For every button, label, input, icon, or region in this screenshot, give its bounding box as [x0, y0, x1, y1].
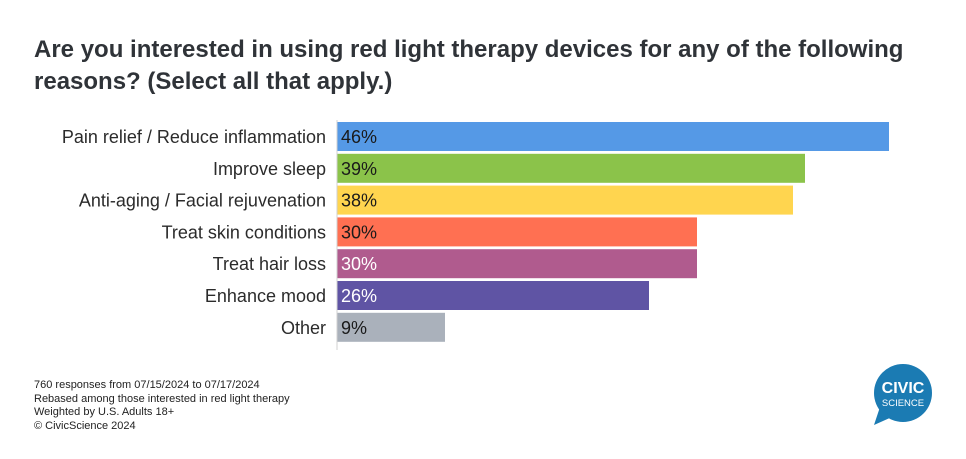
- value-label-2: 38%: [341, 191, 377, 211]
- category-label-6: Other: [281, 318, 326, 338]
- bar-4: [337, 249, 697, 279]
- bar-3: [337, 217, 697, 247]
- value-label-6: 9%: [341, 318, 367, 338]
- footer-line-weighted: Weighted by U.S. Adults 18+: [34, 406, 175, 418]
- footer-line-rebased: Rebased among those interested in red li…: [34, 392, 290, 405]
- category-label-2: Anti-aging / Facial rejuvenation: [79, 191, 326, 211]
- civicscience-logo: CIVIC SCIENCE: [874, 364, 932, 425]
- category-label-4: Treat hair loss: [213, 254, 326, 274]
- value-label-3: 30%: [341, 222, 377, 242]
- chart-title: Are you interested in using red light th…: [34, 36, 904, 95]
- footer-notes: 760 responses from 07/15/2024 to 07/17/2…: [34, 379, 290, 433]
- logo-text-science: SCIENCE: [882, 398, 924, 409]
- category-label-0: Pain relief / Reduce inflammation: [62, 127, 326, 147]
- bar-5: [337, 281, 649, 310]
- footer-line-responses: 760 responses from 07/15/2024 to 07/17/2…: [34, 379, 260, 391]
- bar-2: [337, 185, 793, 215]
- category-label-1: Improve sleep: [213, 159, 326, 179]
- footer-line-copyright: © CivicScience 2024: [34, 419, 136, 432]
- bar-0: [337, 122, 889, 151]
- bar-1: [337, 153, 805, 183]
- value-label-0: 46%: [341, 127, 377, 147]
- value-label-4: 30%: [341, 254, 377, 274]
- category-label-5: Enhance mood: [205, 286, 326, 306]
- value-label-5: 26%: [341, 286, 377, 306]
- category-label-3: Treat skin conditions: [162, 222, 326, 242]
- logo-text-civic: CIVIC: [882, 380, 925, 397]
- value-label-1: 39%: [341, 159, 377, 179]
- bar-6: [337, 312, 445, 342]
- bars-group: Pain relief / Reduce inflammation 46% Impr…: [62, 122, 889, 342]
